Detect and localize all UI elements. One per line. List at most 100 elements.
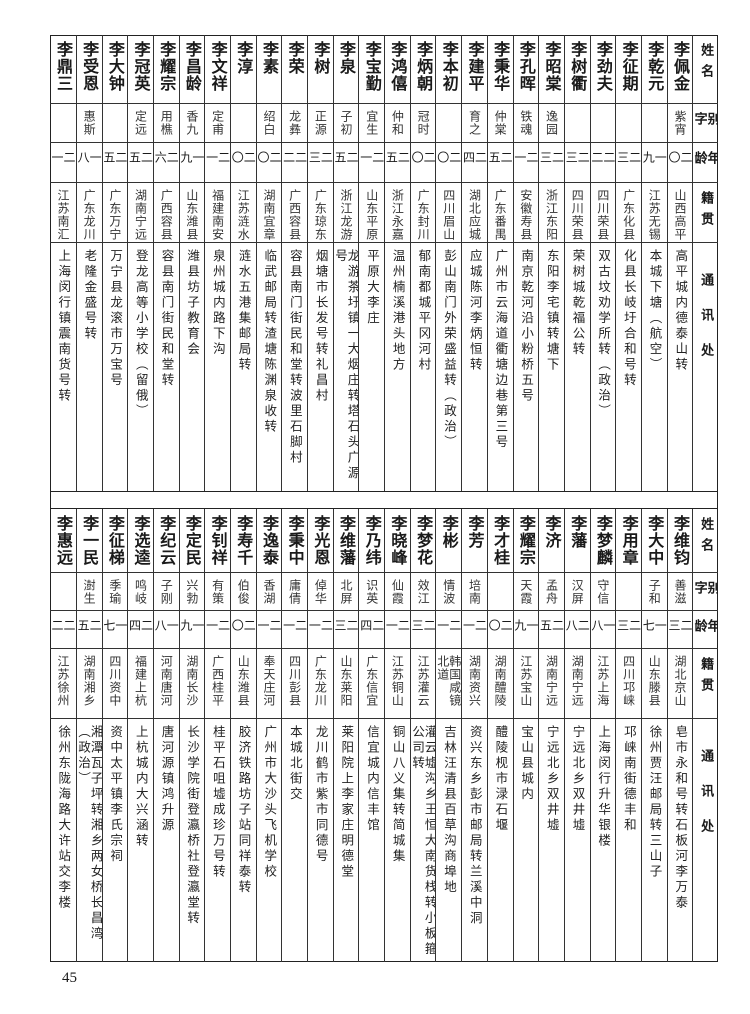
person-origin: 广东万宁 xyxy=(107,189,122,241)
person-column: 李芳 培南 二一 湖南资兴 资兴东乡彭市邮局转兰溪中洞 xyxy=(461,509,487,962)
alias-cell: 用樵 xyxy=(153,104,179,143)
person-column: 李大钟 二五 广东万宁 万宁县龙滚市万宝号 xyxy=(101,35,128,491)
person-origin: 湖南宁远 xyxy=(544,655,559,707)
person-age: 二五 xyxy=(128,151,153,168)
person-name: 李秉中 xyxy=(285,515,305,566)
alias-cell: 绍白 xyxy=(256,104,282,143)
person-origin: 广东信宜 xyxy=(364,655,379,707)
person-age: 二三 xyxy=(564,151,590,168)
person-name: 李劲夫 xyxy=(593,41,613,92)
origin-cell: 江苏徐州 xyxy=(50,649,76,719)
name-cell: 李鼎三 xyxy=(50,35,76,104)
origin-cell: 河南唐河 xyxy=(153,649,179,719)
address-cell: 桂平石咀墟成珍万号转 xyxy=(205,719,230,962)
person-name: 李逸泰 xyxy=(259,515,279,566)
person-name: 李秉华 xyxy=(491,41,511,92)
header-cell-name: 姓名 xyxy=(693,35,718,104)
person-column: 李光恩 倬华 二一 广东龙川 龙川鹤市紫市同德号 xyxy=(307,509,333,962)
age-cell: 二三 xyxy=(308,143,333,183)
origin-cell: 四川邛崃 xyxy=(616,649,641,719)
person-address: 南京乾河沿小粉桥五号 xyxy=(519,249,535,404)
person-address: 徐州贾汪邮局转三山子 xyxy=(647,725,663,880)
origin-cell: 四川彭县 xyxy=(282,649,307,719)
address-cell: 龙游茶圩镇一大烟庄转塔石头广源号 xyxy=(334,243,359,491)
person-column: 李泉 子初 二五 浙江龙游 龙游茶圩镇一大烟庄转塔石头广源号 xyxy=(332,35,359,491)
person-address: 容县南门街民和堂转 xyxy=(159,249,175,389)
header-label-name: 姓名 xyxy=(698,517,714,559)
alias-cell: 铁魂 xyxy=(513,104,539,143)
origin-cell: 湖北应城 xyxy=(462,183,487,243)
person-name: 李鸿僖 xyxy=(388,41,408,92)
person-age: 二二 xyxy=(50,619,76,636)
person-age: 二三 xyxy=(616,619,641,636)
alias-cell: 紫宵 xyxy=(667,104,693,143)
age-cell: 一七 xyxy=(102,611,128,649)
person-origin: 广东龙川 xyxy=(313,655,328,707)
person-name: 李乃纬 xyxy=(362,515,382,566)
person-name: 李晓峰 xyxy=(388,515,408,566)
address-cell: 应城陈河李炳恒转 xyxy=(462,243,487,491)
age-cell: 二五 xyxy=(487,143,513,183)
header-label-alias: 别字 xyxy=(693,112,718,133)
origin-cell: 浙江龙游 xyxy=(333,183,359,243)
page-frame xyxy=(50,35,718,962)
person-alias: 子和 xyxy=(647,579,662,605)
origin-cell: 广东信宜 xyxy=(359,649,385,719)
name-cell: 李光恩 xyxy=(308,509,333,573)
name-cell: 李钊祥 xyxy=(205,509,230,573)
person-column: 李鼎三 二一 江苏南汇 上海闵行镇震南货号转 xyxy=(50,35,76,491)
age-cell: 二五 xyxy=(76,611,102,649)
person-age: 一八 xyxy=(153,619,179,636)
person-column: 李耀宗 天霞 一九 江苏宝山 宝山县城内 xyxy=(512,509,539,962)
person-origin: 韩国咸镜北道 xyxy=(436,655,462,707)
person-alias: 育之 xyxy=(467,110,482,136)
person-age: 一八 xyxy=(76,151,102,168)
person-column: 李定民 兴勃 一九 湖南长沙 长沙学院街登瀛桥社登瀛堂转 xyxy=(178,509,205,962)
address-cell: 邛崃南街德丰和 xyxy=(616,719,641,962)
age-cell: 二〇 xyxy=(230,611,256,649)
origin-cell: 四川荣县 xyxy=(590,183,616,243)
age-cell: 二三 xyxy=(564,143,590,183)
alias-cell: 惠斯 xyxy=(76,104,102,143)
alias-cell xyxy=(616,573,641,611)
person-name: 李大中 xyxy=(645,515,665,566)
address-cell: 荣树城乾福公转 xyxy=(565,243,590,491)
origin-cell: 江苏铜山 xyxy=(385,649,410,719)
alias-cell: 定甫 xyxy=(205,104,230,143)
person-age: 二五 xyxy=(333,151,359,168)
person-origin: 广西桂平 xyxy=(210,655,225,707)
person-address: 龙游茶圩镇一大烟庄转塔石头广源号 xyxy=(333,249,359,482)
age-cell: 二四 xyxy=(128,611,153,649)
person-origin: 广东番禺 xyxy=(493,189,508,241)
person-alias: 龙彝 xyxy=(287,110,302,136)
age-cell: 二一 xyxy=(205,611,230,649)
person-age: 二三 xyxy=(410,619,436,636)
alias-cell: 冠时 xyxy=(410,104,436,143)
age-cell: 二三 xyxy=(667,611,693,649)
person-alias: 澍生 xyxy=(82,579,97,605)
person-alias: 庸倩 xyxy=(287,579,302,605)
person-age: 二〇 xyxy=(436,151,462,168)
address-cell: 温州楠溪港头地方 xyxy=(385,243,410,491)
person-address: 本城下塘（航空） xyxy=(647,249,663,373)
address-cell: 化县长岐圩合和号转 xyxy=(616,243,641,491)
origin-cell: 江苏宝山 xyxy=(513,649,539,719)
person-address: 潍县坊子教育会 xyxy=(185,249,201,358)
person-alias: 情波 xyxy=(441,579,456,605)
person-name: 李鼎三 xyxy=(53,41,73,92)
person-column: 李乾元 一九 江苏无锡 本城下塘（航空） xyxy=(640,35,667,491)
address-cell: 醴陵枧市渌石堰 xyxy=(488,719,513,962)
origin-cell: 湖南醴陵 xyxy=(487,649,513,719)
name-cell: 李大中 xyxy=(641,509,667,573)
alias-cell: 北屏 xyxy=(333,573,359,611)
person-alias: 逸园 xyxy=(544,110,559,136)
address-cell: 宁远北乡双井墟 xyxy=(539,719,564,962)
alias-cell: 仲棠 xyxy=(487,104,513,143)
name-cell: 李藩 xyxy=(564,509,590,573)
person-address: 登龙高等小学校（留俄） xyxy=(133,249,149,420)
person-alias: 正源 xyxy=(313,110,328,136)
name-cell: 李文祥 xyxy=(205,35,230,104)
alias-cell: 仲和 xyxy=(385,104,410,143)
person-origin: 山西高平 xyxy=(672,189,687,241)
person-name: 李梦花 xyxy=(414,515,434,566)
